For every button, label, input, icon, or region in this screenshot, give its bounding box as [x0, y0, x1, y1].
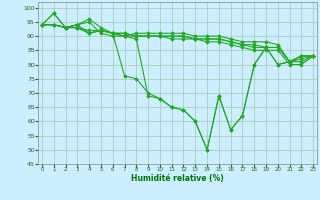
X-axis label: Humidité relative (%): Humidité relative (%)	[131, 174, 224, 183]
